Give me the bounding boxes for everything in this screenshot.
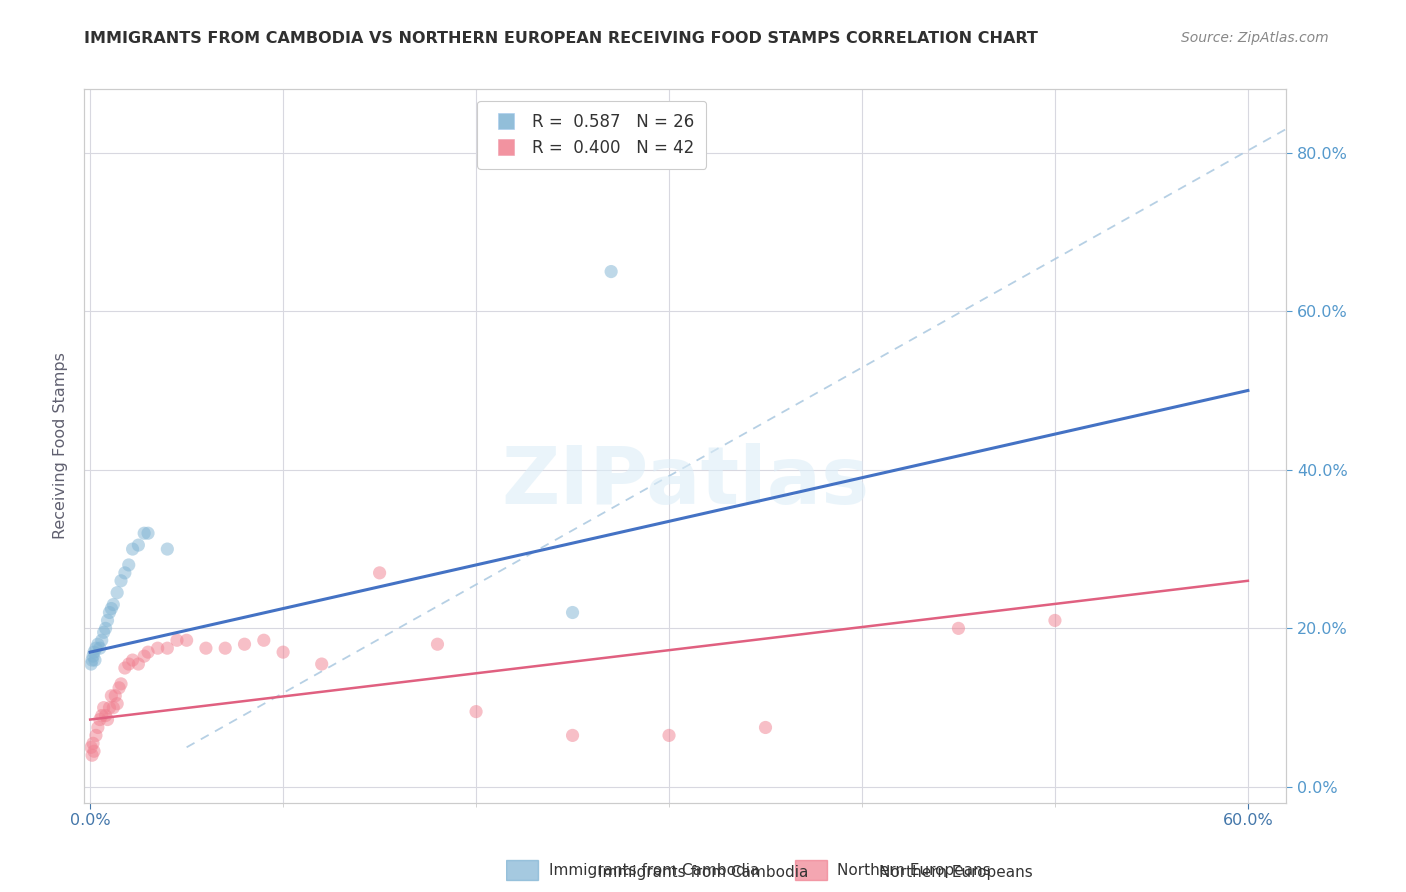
Point xyxy=(80,748,103,763)
Point xyxy=(94,708,117,723)
Point xyxy=(93,625,115,640)
Point xyxy=(271,645,294,659)
Point xyxy=(156,542,179,557)
Point xyxy=(105,697,128,711)
Point xyxy=(83,744,105,758)
Point xyxy=(100,689,122,703)
Point xyxy=(600,264,623,278)
Point xyxy=(82,736,104,750)
Point xyxy=(89,641,111,656)
Point xyxy=(465,705,488,719)
Point xyxy=(103,700,125,714)
Text: Immigrants from Cambodia: Immigrants from Cambodia xyxy=(598,865,808,880)
Point xyxy=(90,708,112,723)
Bar xyxy=(794,860,827,880)
Point xyxy=(93,700,115,714)
Point xyxy=(121,542,143,557)
Point xyxy=(121,653,143,667)
Point xyxy=(84,641,107,656)
Point xyxy=(105,585,128,599)
Point xyxy=(134,649,156,664)
Point xyxy=(87,721,110,735)
Point xyxy=(90,633,112,648)
Point xyxy=(84,728,107,742)
Point xyxy=(253,633,276,648)
Point xyxy=(176,633,198,648)
Point xyxy=(561,728,583,742)
Point xyxy=(311,657,333,671)
Point xyxy=(136,645,159,659)
Point xyxy=(214,641,236,656)
Text: ZIPatlas: ZIPatlas xyxy=(502,442,869,521)
Point xyxy=(1043,614,1066,628)
Legend: R =  0.587   N = 26, R =  0.400   N = 42: R = 0.587 N = 26, R = 0.400 N = 42 xyxy=(478,101,706,169)
Text: Northern Europeans: Northern Europeans xyxy=(879,865,1033,880)
Point xyxy=(87,637,110,651)
Point xyxy=(146,641,169,656)
Point xyxy=(754,721,776,735)
Point xyxy=(948,621,970,635)
Point xyxy=(100,601,122,615)
Text: Source: ZipAtlas.com: Source: ZipAtlas.com xyxy=(1181,31,1329,45)
Point xyxy=(80,740,103,755)
Point xyxy=(118,657,141,671)
Point xyxy=(156,641,179,656)
Point xyxy=(194,641,217,656)
Y-axis label: Receiving Food Stamps: Receiving Food Stamps xyxy=(53,352,69,540)
Point xyxy=(118,558,141,572)
Point xyxy=(114,661,136,675)
Point xyxy=(166,633,188,648)
Point xyxy=(80,657,103,671)
Text: IMMIGRANTS FROM CAMBODIA VS NORTHERN EUROPEAN RECEIVING FOOD STAMPS CORRELATION : IMMIGRANTS FROM CAMBODIA VS NORTHERN EUR… xyxy=(84,31,1038,46)
Bar xyxy=(506,860,538,880)
Point xyxy=(82,649,104,664)
Point xyxy=(127,657,149,671)
Point xyxy=(658,728,681,742)
Point xyxy=(84,653,107,667)
Point xyxy=(110,677,132,691)
Point xyxy=(96,713,118,727)
Point xyxy=(80,653,103,667)
Point xyxy=(368,566,391,580)
Point xyxy=(136,526,159,541)
Text: Northern Europeans: Northern Europeans xyxy=(838,863,991,878)
Text: Immigrants from Cambodia: Immigrants from Cambodia xyxy=(548,863,759,878)
Point xyxy=(94,621,117,635)
Point xyxy=(89,713,111,727)
Point xyxy=(114,566,136,580)
Point xyxy=(127,538,149,552)
Point xyxy=(110,574,132,588)
Point xyxy=(108,681,131,695)
Point xyxy=(98,606,121,620)
Point xyxy=(98,700,121,714)
Point xyxy=(561,606,583,620)
Point xyxy=(83,645,105,659)
Point xyxy=(96,614,118,628)
Point xyxy=(233,637,256,651)
Point xyxy=(104,689,127,703)
Point xyxy=(134,526,156,541)
Point xyxy=(426,637,449,651)
Point xyxy=(103,598,125,612)
